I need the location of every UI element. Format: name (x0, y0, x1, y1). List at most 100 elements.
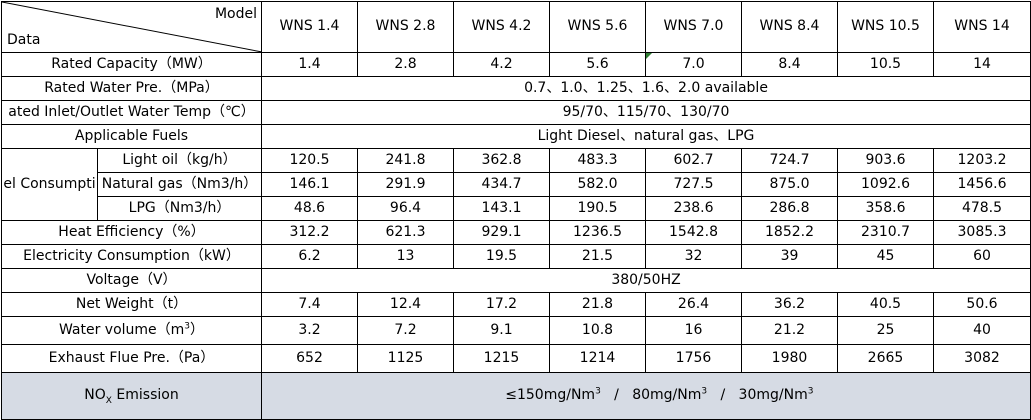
table-cell: 602.7 (645, 148, 742, 173)
table-row: Heat Efficiency（%） 312.2 621.3 929.1 123… (1, 220, 1031, 245)
table-cell: 362.8 (453, 148, 550, 173)
table-cell: 9.1 (453, 316, 550, 345)
table-cell: 903.6 (837, 148, 934, 173)
table-cell: 5.6 (549, 52, 646, 77)
corner-header-cell: Model Data (1, 1, 262, 53)
row-label: Water volume（m3） (1, 316, 262, 345)
table-cell: 120.5 (261, 148, 358, 173)
table-row: Water volume（m3） 3.2 7.2 9.1 10.8 16 21.… (1, 316, 1031, 345)
table-cell: 40 (933, 316, 1031, 345)
table-cell: 286.8 (741, 196, 838, 221)
table-cell: 652 (261, 344, 358, 373)
model-label: Model (214, 6, 257, 22)
table-cell: 143.1 (453, 196, 550, 221)
table-cell: 1215 (453, 344, 550, 373)
emission-value: ≤150mg/Nm (505, 387, 596, 404)
row-label: Rated Capacity（MW） (1, 52, 262, 77)
model-header: WNS 1.4 (261, 1, 358, 53)
table-cell: 13 (357, 244, 454, 269)
model-header: WNS 10.5 (837, 1, 934, 53)
table-cell: 3.2 (261, 316, 358, 345)
table-cell: 1092.6 (837, 172, 934, 197)
table-row: NOX Emission ≤150mg/Nm3 / 80mg/Nm3 / 30m… (1, 371, 1031, 420)
table-row: Electricity Consumption（kW） 6.2 13 19.5 … (1, 244, 1031, 269)
model-header: WNS 2.8 (357, 1, 454, 53)
table-cell: 1214 (549, 344, 646, 373)
model-header: WNS 8.4 (741, 1, 838, 53)
table-row: Rated Water Pre.（MPa） 0.7、1.0、1.25、1.6、2… (1, 76, 1031, 101)
table-row: Voltage（V） 380/50HZ (1, 268, 1031, 293)
table-cell: 48.6 (261, 196, 358, 221)
table-cell: 146.1 (261, 172, 358, 197)
label-text: NO (84, 387, 106, 404)
table-cell: 312.2 (261, 220, 358, 245)
table-cell: 32 (645, 244, 742, 269)
table-cell: 26.4 (645, 292, 742, 317)
row-label: Rated Water Pre.（MPa） (1, 76, 262, 101)
label-text: Water volume（m (58, 321, 185, 338)
table-cell: 238.6 (645, 196, 742, 221)
table-cell: 17.2 (453, 292, 550, 317)
table-row: ated Inlet/Outlet Water Temp（℃） 95/70、11… (1, 100, 1031, 125)
row-label: Electricity Consumption（kW） (1, 244, 262, 269)
table-cell: 21.2 (741, 316, 838, 345)
table-cell: 434.7 (453, 172, 550, 197)
table-cell: 875.0 (741, 172, 838, 197)
table-cell: 483.3 (549, 148, 646, 173)
table-cell: 478.5 (933, 196, 1031, 221)
table-row: Rated Capacity（MW） 1.4 2.8 4.2 5.6 7.0 8… (1, 52, 1031, 77)
table-cell: 12.4 (357, 292, 454, 317)
row-label: Heat Efficiency（%） (1, 220, 262, 245)
table-cell: 2.8 (357, 52, 454, 77)
table-cell: 241.8 (357, 148, 454, 173)
row-group-label: el Consumpti (1, 148, 98, 221)
cell-marker-icon (646, 53, 652, 59)
row-label: NOX Emission (1, 371, 262, 420)
table-cell: 7.0 (645, 52, 742, 77)
table-cell: 1236.5 (549, 220, 646, 245)
row-label: Exhaust Flue Pre.（Pa） (1, 344, 262, 373)
table-row: Exhaust Flue Pre.（Pa） 652 1125 1215 1214… (1, 344, 1031, 373)
table-cell: 929.1 (453, 220, 550, 245)
table-cell: 1125 (357, 344, 454, 373)
row-sublabel: Light oil（kg/h） (97, 148, 262, 173)
table-cell: 50.6 (933, 292, 1031, 317)
table-cell: 727.5 (645, 172, 742, 197)
row-label: ated Inlet/Outlet Water Temp（℃） (1, 100, 262, 125)
table-cell: 2310.7 (837, 220, 934, 245)
table-row: Natural gas（Nm3/h） 146.1 291.9 434.7 582… (2, 172, 1031, 197)
table-cell: 21.5 (549, 244, 646, 269)
model-header: WNS 5.6 (549, 1, 646, 53)
table-cell: 1852.2 (741, 220, 838, 245)
table-cell: 1203.2 (933, 148, 1031, 173)
table-row: Applicable Fuels Light Diesel、natural ga… (1, 124, 1031, 149)
model-header: WNS 14 (933, 1, 1031, 53)
label-text: ） (190, 321, 205, 338)
table-cell: 16 (645, 316, 742, 345)
table-row: LPG（Nm3/h） 48.6 96.4 143.1 190.5 238.6 2… (2, 196, 1031, 221)
header-row: Model Data WNS 1.4 WNS 2.8 WNS 4.2 WNS 5… (1, 1, 1031, 53)
table-cell: 14 (933, 52, 1031, 77)
data-label: Data (7, 31, 41, 48)
table-cell: 1542.8 (645, 220, 742, 245)
table-cell: 1756 (645, 344, 742, 373)
table-cell: 25 (837, 316, 934, 345)
merged-cell: ≤150mg/Nm3 / 80mg/Nm3 / 30mg/Nm3 (261, 371, 1031, 420)
table-cell: 40.5 (837, 292, 934, 317)
table-cell: 1980 (741, 344, 838, 373)
model-header: WNS 4.2 (453, 1, 550, 53)
table-cell: 724.7 (741, 148, 838, 173)
superscript: 3 (701, 386, 708, 397)
row-sublabel: Natural gas（Nm3/h） (97, 172, 262, 197)
table-cell: 39 (741, 244, 838, 269)
table-cell: 291.9 (357, 172, 454, 197)
table-cell: 3085.3 (933, 220, 1031, 245)
table-cell: 60 (933, 244, 1031, 269)
table-cell: 19.5 (453, 244, 550, 269)
row-label: Applicable Fuels (1, 124, 262, 149)
table-cell: 190.5 (549, 196, 646, 221)
table-cell: 3082 (933, 344, 1031, 373)
emission-value: / 80mg/Nm (600, 387, 702, 404)
merged-cell: Light Diesel、natural gas、LPG (261, 124, 1031, 149)
